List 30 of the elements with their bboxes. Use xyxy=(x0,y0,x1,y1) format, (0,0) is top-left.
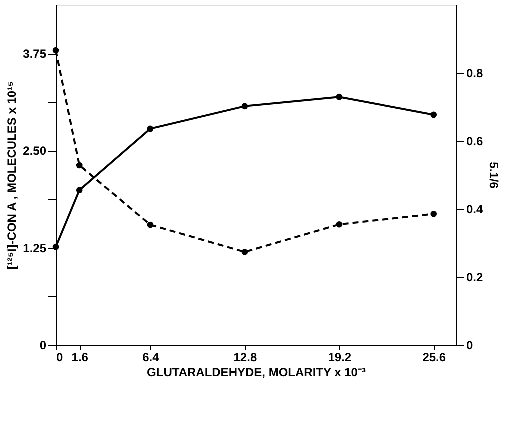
x-tick-label: 1.6 xyxy=(72,350,89,364)
point xyxy=(52,244,60,250)
x-tick-label: 12.8 xyxy=(234,350,258,364)
point xyxy=(336,221,343,228)
point xyxy=(336,94,343,100)
y2-tick-label: 0.2 xyxy=(466,270,484,284)
x-tick-label: 19.2 xyxy=(328,350,352,364)
x-tick-label: 25.6 xyxy=(422,350,446,364)
point xyxy=(430,210,438,218)
point xyxy=(147,222,154,228)
point xyxy=(242,103,248,110)
y2-axis-title: 5.1/6 xyxy=(487,162,502,190)
y-tick-label: 0 xyxy=(40,338,47,352)
y-tick-label: 3.75 xyxy=(23,47,47,62)
y-tick-label: 2.50 xyxy=(23,144,47,158)
point xyxy=(242,249,248,256)
point xyxy=(147,126,154,132)
y-axis-title: [¹²⁵I]-CON A , MOLECULES x 10¹⁵ xyxy=(5,81,20,270)
y2-tick-label: 0.6 xyxy=(466,134,484,148)
y2-tick-label: 0 xyxy=(466,338,474,352)
point xyxy=(52,47,60,54)
x-tick-label: 6.4 xyxy=(142,350,160,364)
y2-tick-label: 0.8 xyxy=(466,66,484,80)
y-tick-label: 1.25 xyxy=(23,241,47,256)
x-tick-label: 0 xyxy=(56,350,64,364)
point xyxy=(430,112,438,118)
point xyxy=(76,187,83,194)
y2-tick-label: 0.4 xyxy=(466,202,484,216)
point xyxy=(76,162,83,169)
x-axis-title: GLUTARALDEHYDE, MOLARITY x 10⁻³ xyxy=(147,366,366,380)
